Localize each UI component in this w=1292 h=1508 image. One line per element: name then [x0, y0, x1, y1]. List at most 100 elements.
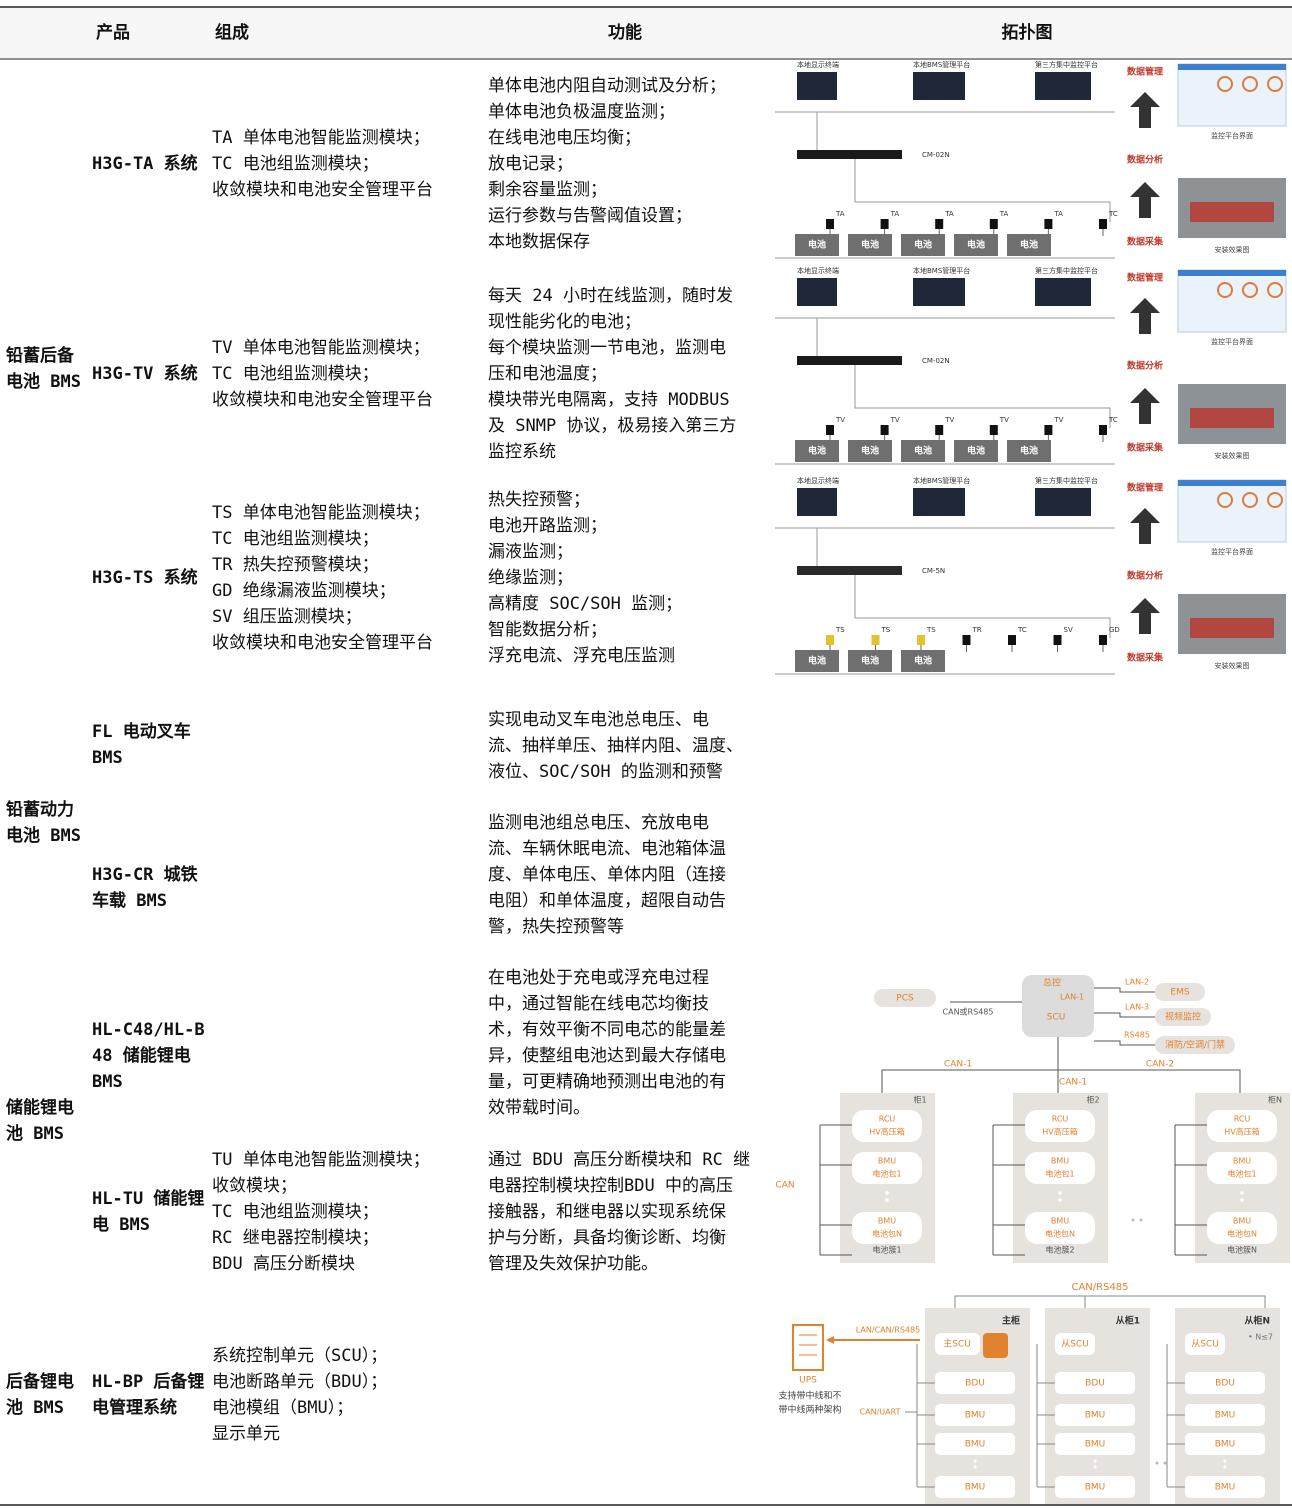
product-name: 电 BMS	[92, 1214, 150, 1235]
cabinet-note: • N≤7	[1248, 1333, 1273, 1342]
target-pill	[1155, 1008, 1211, 1026]
module-pill	[1185, 1404, 1265, 1426]
battery-box	[901, 234, 945, 256]
module-label: BMU	[1085, 1483, 1106, 1493]
module-label: BMU	[878, 1217, 896, 1226]
module-icon	[826, 219, 834, 229]
gauge	[1267, 492, 1283, 508]
module-label: TS	[835, 626, 845, 634]
diagram-label: 本地显示终端	[797, 60, 839, 69]
battery-box	[954, 440, 998, 462]
ellipsis-dot	[973, 1465, 977, 1469]
module-pill	[852, 1110, 922, 1142]
diagram-label: 第三方集中监控平台	[1035, 266, 1098, 275]
category-label: 储能锂电	[6, 1097, 74, 1118]
module-icon	[1008, 635, 1016, 645]
terminal-screen	[913, 72, 965, 100]
cluster-label: 电池簇1	[872, 1245, 901, 1255]
composition-line: TV 单体电池智能监测模块；	[212, 338, 430, 358]
composition-line: TC 电池组监测模块；	[212, 154, 379, 174]
module-pill	[1185, 1372, 1265, 1394]
function-line: 在电池处于充电或浮充电过程	[488, 968, 709, 988]
battery-label: 电池	[808, 445, 826, 457]
side-label: 数据管理	[1127, 482, 1163, 494]
function-line: 效带载时间。	[488, 1098, 590, 1118]
function-line: 监测电池组总电压、充放电电	[488, 813, 709, 833]
scu-pill	[935, 1333, 980, 1355]
module-label: BMU	[1051, 1157, 1069, 1166]
ellipsis-dot	[1093, 1459, 1097, 1463]
module-label: TV	[890, 416, 900, 424]
photo-detail	[1190, 408, 1274, 428]
cluster-label: 电池簇2	[1045, 1245, 1074, 1255]
column-header: 拓扑图	[1002, 22, 1053, 43]
composition-line: TU 单体电池智能监测模块；	[212, 1150, 430, 1170]
module-label: BMU	[1215, 1483, 1236, 1493]
module-label: TA	[835, 210, 845, 218]
module-label: 电池包1	[1045, 1169, 1074, 1179]
battery-label: 电池	[914, 655, 932, 667]
module-pill	[1055, 1372, 1135, 1394]
battery-label: 电池	[861, 655, 879, 667]
battery-box	[901, 650, 945, 672]
module-label: TR	[972, 626, 982, 634]
module-label: TV	[999, 416, 1009, 424]
module-icon	[935, 425, 944, 435]
terminal-screen	[797, 72, 837, 100]
function-line: 接触器，和继电器以实现系统保	[488, 1202, 726, 1222]
scu-label: 主SCU	[943, 1338, 971, 1350]
product-name: 电管理系统	[92, 1397, 177, 1418]
battery-box	[795, 234, 839, 256]
battery-box	[1007, 440, 1051, 462]
module-label: HV高压箱	[869, 1127, 905, 1137]
function-line: 度、单体电压、单体内阻（连接	[488, 865, 726, 885]
battery-label: 电池	[1020, 445, 1038, 457]
module-pill	[935, 1433, 1015, 1455]
composition-line: TC 电池组监测模块；	[212, 1202, 379, 1222]
ellipsis-dot	[885, 1191, 889, 1195]
function-line: 模块带光电隔离，支持 MODBUS	[488, 390, 730, 410]
battery-box	[795, 650, 839, 672]
arrowhead	[826, 1336, 834, 1344]
cabinet-name: 柜2	[1086, 1095, 1099, 1105]
module-label: 电池包N	[1227, 1229, 1257, 1239]
ellipsis-dot	[1223, 1465, 1227, 1469]
module-label: TV	[835, 416, 845, 424]
category-label: 池 BMS	[6, 1397, 64, 1418]
side-label: 数据管理	[1127, 272, 1163, 284]
converger-device	[797, 356, 902, 365]
module-label: BMU	[1085, 1440, 1106, 1450]
module-label: TS	[881, 626, 891, 634]
link-label: LAN-3	[1125, 1003, 1149, 1012]
module-pill	[1055, 1476, 1135, 1498]
battery-label: 电池	[861, 445, 879, 457]
module-pill	[1185, 1476, 1265, 1498]
function-line: 管理及失效保护功能。	[488, 1254, 658, 1274]
device-label: CM-5N	[922, 567, 945, 575]
composition-line: TA 单体电池智能监测模块；	[212, 128, 430, 148]
gauge	[1217, 76, 1233, 92]
ellipsis-dot	[1093, 1465, 1097, 1469]
composition-line: 收敛模块和电池安全管理平台	[212, 633, 433, 653]
category-label: 铅蓄后备	[6, 345, 75, 366]
module-label: TV	[1053, 416, 1063, 424]
diagram-label: 本地显示终端	[797, 266, 839, 275]
battery-label: 电池	[967, 239, 985, 251]
module-label: TC	[1108, 416, 1118, 424]
ups-note: 支持带中线和不	[778, 1390, 841, 1402]
function-line: 热失控预警；	[488, 490, 590, 510]
cluster-label: 电池簇N	[1227, 1245, 1257, 1255]
gauge	[1267, 76, 1283, 92]
module-label: BMU	[1233, 1157, 1251, 1166]
bus-label: CAN-1	[944, 1060, 972, 1070]
product-name: BMS	[92, 748, 123, 768]
module-icon	[1044, 425, 1053, 435]
terminal-screen	[913, 278, 965, 306]
screenshot-bar	[1178, 270, 1286, 276]
diagram-label: 第三方集中监控平台	[1035, 476, 1098, 485]
gauge	[1217, 492, 1233, 508]
side-label: 数据分析	[1127, 570, 1163, 582]
device-label: CM-02N	[922, 357, 950, 365]
link-label: CAN或RS485	[943, 1007, 994, 1017]
function-line: 每天 24 小时在线监测，随时发	[488, 286, 733, 306]
